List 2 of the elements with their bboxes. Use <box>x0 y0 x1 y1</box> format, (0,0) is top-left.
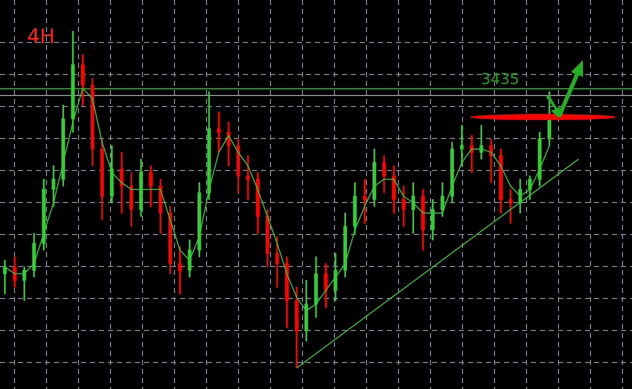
annotation: 4H <box>27 24 55 48</box>
annotation: 3435 <box>481 70 520 88</box>
